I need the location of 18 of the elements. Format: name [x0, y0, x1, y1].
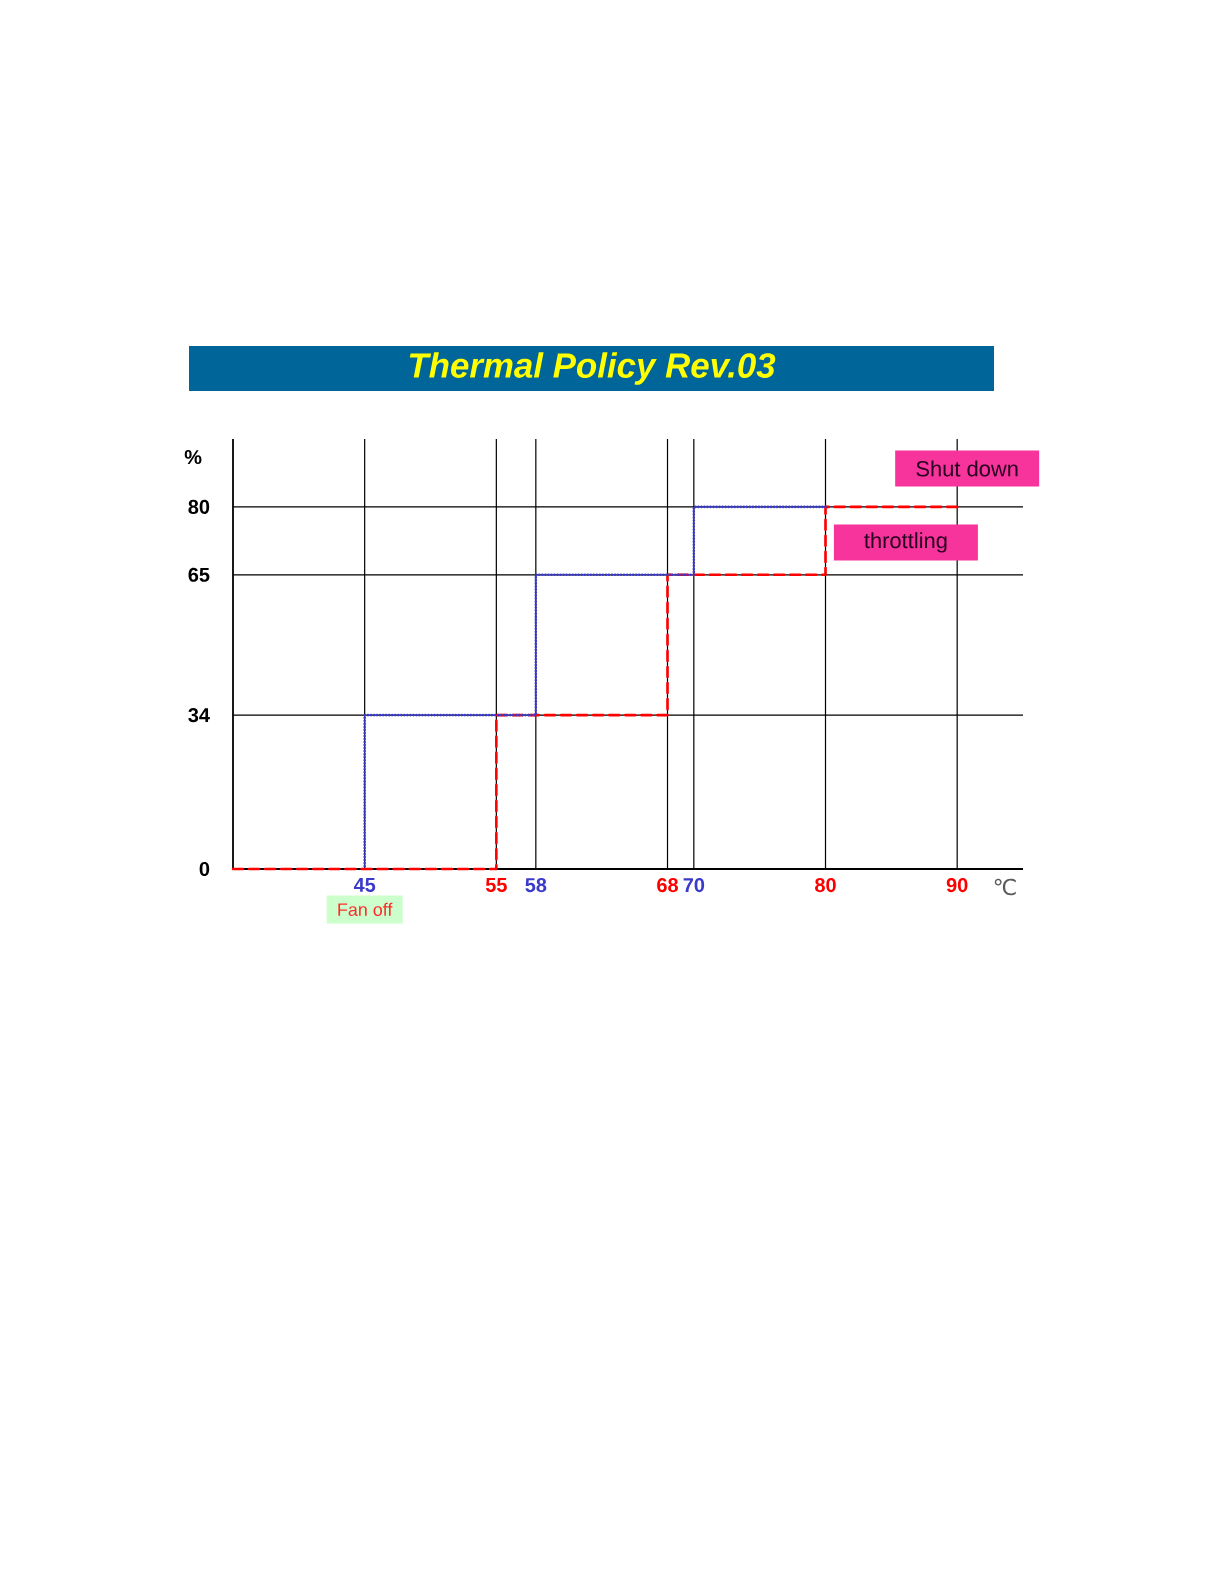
- x-tick-label: 45: [353, 878, 376, 892]
- annotation: Shut down: [916, 460, 1018, 477]
- y-tick-label: 65: [188, 567, 210, 582]
- y-tick-label: 34: [188, 708, 210, 723]
- y-tick-label: 80: [188, 499, 210, 514]
- annotation: Fan off: [338, 902, 393, 916]
- y-tick-label: 0: [199, 861, 210, 877]
- x-tick-label: 55: [485, 878, 507, 892]
- x-tick-label: 68: [657, 878, 678, 893]
- x-axis-title: ℃: [994, 878, 1016, 896]
- x-tick-label: 90: [946, 878, 968, 893]
- chart-title: Thermal Policy Rev.03: [409, 352, 776, 385]
- y-axis-title: %: [184, 450, 202, 465]
- x-tick-label: 80: [815, 878, 836, 893]
- line-series: [231, 505, 959, 871]
- x-tick-label: 70: [683, 878, 705, 893]
- annotation: throttling: [864, 532, 947, 553]
- x-tick-label: 58: [525, 878, 547, 893]
